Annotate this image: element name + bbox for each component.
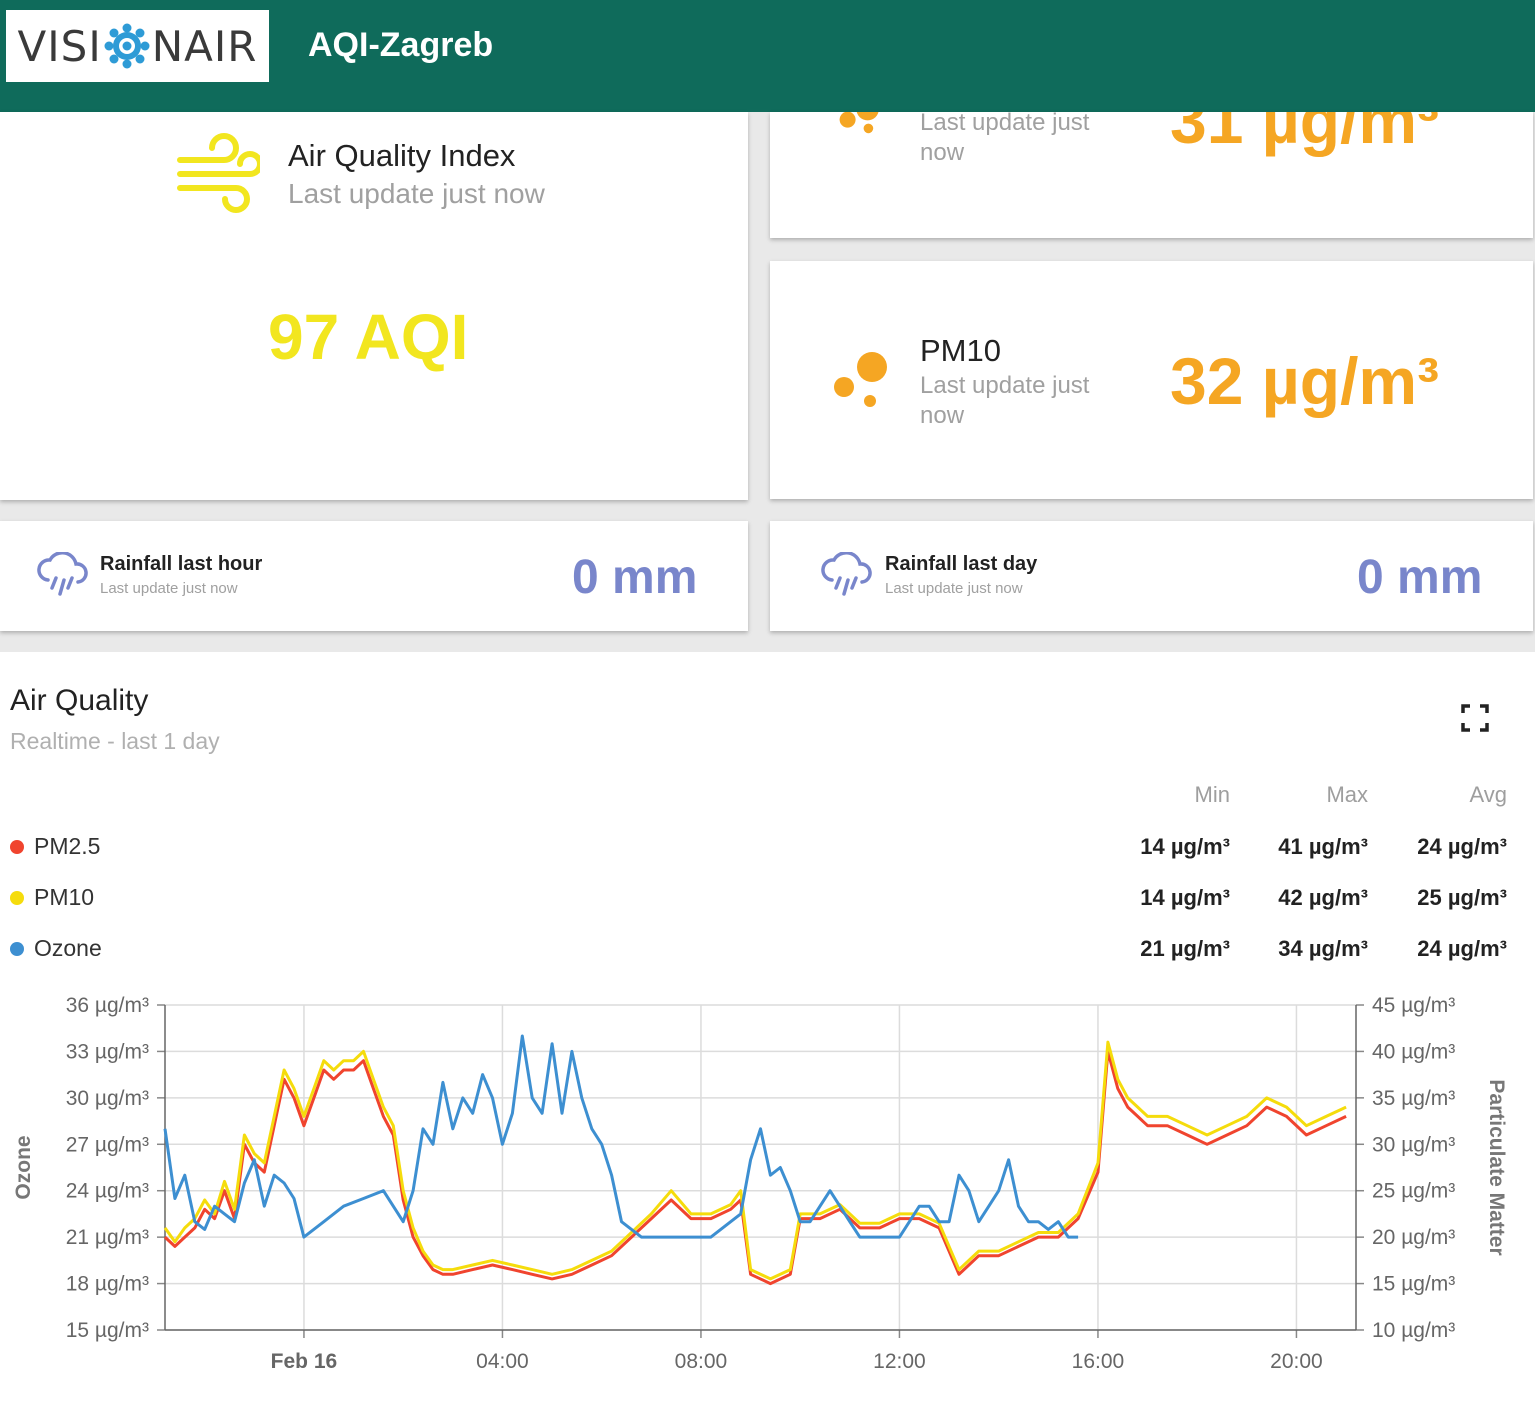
aqi-card [0,112,748,500]
rain-cloud-icon [821,552,872,596]
legend-label: PM10 [34,884,95,910]
rain-day-last-update: Last update just now [885,580,1023,597]
x-tick-label: Feb 16 [271,1350,338,1373]
legend-dot [10,941,24,956]
right-tick-label: 40 µg/m³ [1372,1040,1455,1063]
x-tick-label: 12:00 [873,1350,926,1373]
legend-dot [10,890,24,905]
legend-dot [10,839,24,854]
right-tick-label: 25 µg/m³ [1372,1180,1455,1203]
left-tick-label: 24 µg/m³ [66,1180,149,1203]
series-line-ozone [163,1034,1079,1239]
air-quality-chart-card [0,652,1535,1417]
x-tick-label: 04:00 [476,1350,529,1373]
ozone-min: 21 µg/m³ [1140,936,1230,961]
ozone-max: 34 µg/m³ [1278,936,1368,961]
right-tick-label: 20 µg/m³ [1372,1226,1455,1249]
left-tick-label: 27 µg/m³ [66,1133,149,1156]
rain-hour-title: Rainfall last hour [100,553,263,575]
pm25-last-update: Last update just now [920,112,1090,166]
pm10-max: 42 µg/m³ [1278,885,1368,910]
pm25-max: 41 µg/m³ [1278,834,1368,859]
left-tick-label: 33 µg/m³ [66,1040,149,1063]
particles-icon [834,352,887,407]
particles-icon [839,112,879,134]
aqi-value: 97 AQI [268,301,469,373]
pm25-value: 31 µg/m³ [1170,112,1440,157]
chart-subtitle: Realtime - last 1 day [10,728,220,754]
right-axis-title: Particulate Matter [1485,1079,1508,1255]
pm10-min: 14 µg/m³ [1140,885,1230,910]
rain-day-title: Rainfall last day [885,553,1038,575]
legend-item-ozone[interactable]: Ozone [10,935,102,962]
pm25-avg: 24 µg/m³ [1417,834,1507,859]
right-tick-label: 10 µg/m³ [1372,1319,1455,1342]
legend-label: PM2.5 [34,833,101,859]
legend-item-pm25[interactable]: PM2.5 [10,833,100,860]
ozone-avg: 24 µg/m³ [1417,936,1507,961]
visionair-logo[interactable]: VISI NAIR [6,10,269,82]
app-header: VISI NAIR AQI-Zagreb [0,0,1535,112]
left-tick-label: 36 µg/m³ [66,994,149,1017]
left-tick-label: 15 µg/m³ [66,1319,149,1342]
right-tick-label: 45 µg/m³ [1372,994,1455,1017]
left-tick-label: 21 µg/m³ [66,1226,149,1249]
legend-item-pm10[interactable]: PM10 [10,884,94,911]
series-line-pm25 [163,1049,1347,1286]
rain-hour-card [0,521,748,631]
right-tick-label: 30 µg/m³ [1372,1133,1455,1156]
aqi-last-update: Last update just now [288,178,545,209]
wind-icon [177,133,260,213]
fullscreen-icon[interactable] [1460,703,1490,733]
rain-day-value: 0 mm [1357,551,1483,604]
eye-logo-icon [104,23,150,69]
series-line-pm10 [163,1040,1347,1281]
right-tick-label: 15 µg/m³ [1372,1273,1455,1296]
chart-title: Air Quality [10,684,149,717]
left-axis-title: Ozone [12,1135,35,1199]
right-tick-label: 35 µg/m³ [1372,1087,1455,1110]
rain-cloud-icon [37,552,88,596]
pm25-card: Last update just now 31 µg/m³ [770,112,1533,238]
stat-header-min: Min [1194,782,1230,807]
left-tick-label: 18 µg/m³ [66,1273,149,1296]
x-tick-label: 20:00 [1270,1350,1323,1373]
legend-label: Ozone [34,935,102,961]
pm10-last-update: Last update just now [920,372,1090,429]
x-tick-label: 16:00 [1072,1350,1125,1373]
pm25-min: 14 µg/m³ [1140,834,1230,859]
stat-header-avg: Avg [1469,782,1507,807]
aqi-title: Air Quality Index [288,138,516,173]
rain-day-card [770,521,1533,631]
rain-hour-last-update: Last update just now [100,580,238,597]
logo-text-left: VISI [17,21,102,71]
pm10-value: 32 µg/m³ [1170,344,1440,418]
pm10-avg: 25 µg/m³ [1417,885,1507,910]
pm10-card: PM10 Last update just now 32 µg/m³ [770,261,1533,499]
stat-header-max: Max [1326,782,1368,807]
left-tick-label: 30 µg/m³ [66,1087,149,1110]
pm10-title: PM10 [920,333,1001,368]
x-tick-label: 08:00 [675,1350,728,1373]
logo-text-right: NAIR [151,21,258,71]
rain-hour-value: 0 mm [572,551,698,604]
app-title: AQI-Zagreb [308,26,494,64]
air-quality-line-chart[interactable]: 15 µg/m³ 18 µg/m³ 21 µg/m³ 24 µg/m³ 27 µg/m³… [0,985,1535,1395]
